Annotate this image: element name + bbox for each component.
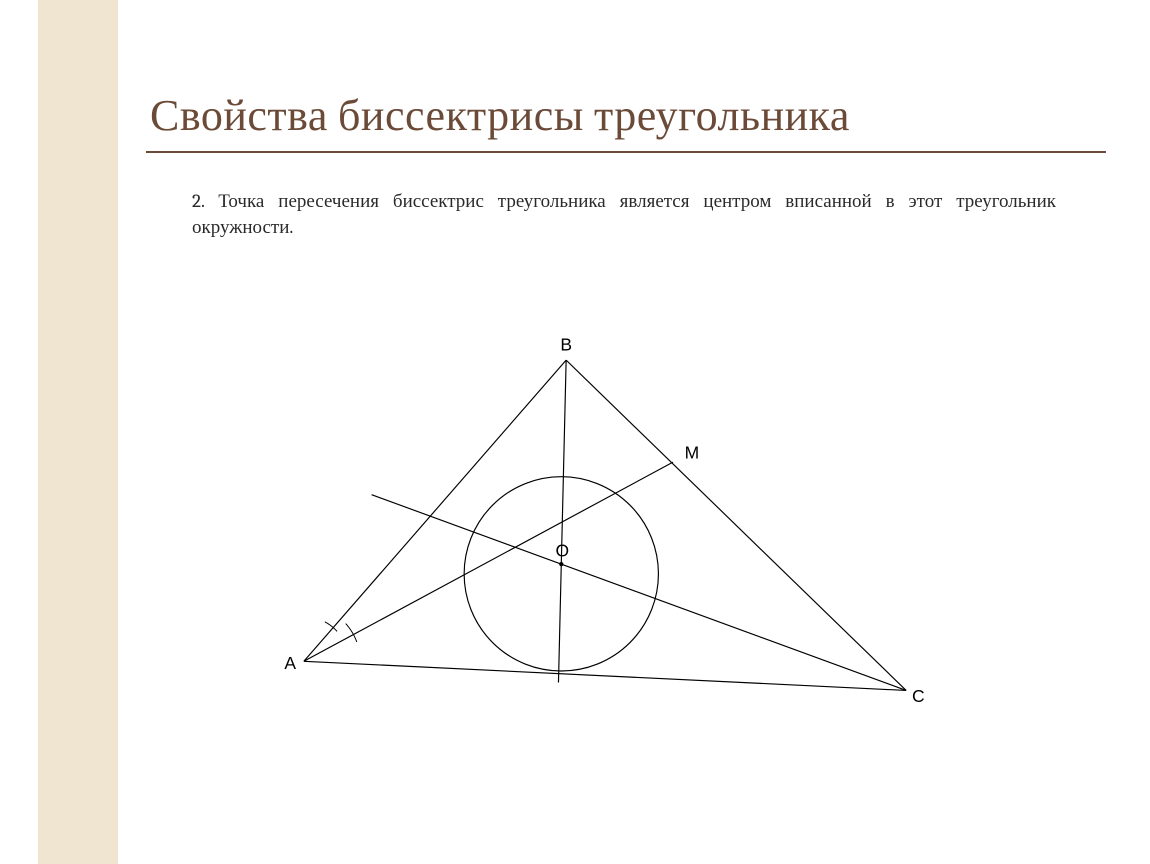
decorative-side-stripe: [38, 0, 118, 864]
slide-title: Свойства биссектрисы треугольника: [150, 90, 1090, 141]
vertex-label-O: O: [555, 540, 569, 560]
diagram-svg: A B C M O: [265, 325, 945, 745]
vertex-label-C: C: [912, 686, 925, 706]
vertex-label-B: B: [560, 334, 572, 354]
geometry-diagram: A B C M O: [265, 325, 945, 745]
vertex-label-M: M: [685, 442, 700, 462]
vertex-label-A: A: [284, 653, 296, 673]
slide-body-text: 2. Точка пересечения биссектрис треуголь…: [192, 189, 1056, 240]
title-underline: [146, 151, 1106, 153]
slide-content: Свойства биссектрисы треугольника 2. Точ…: [150, 90, 1090, 240]
